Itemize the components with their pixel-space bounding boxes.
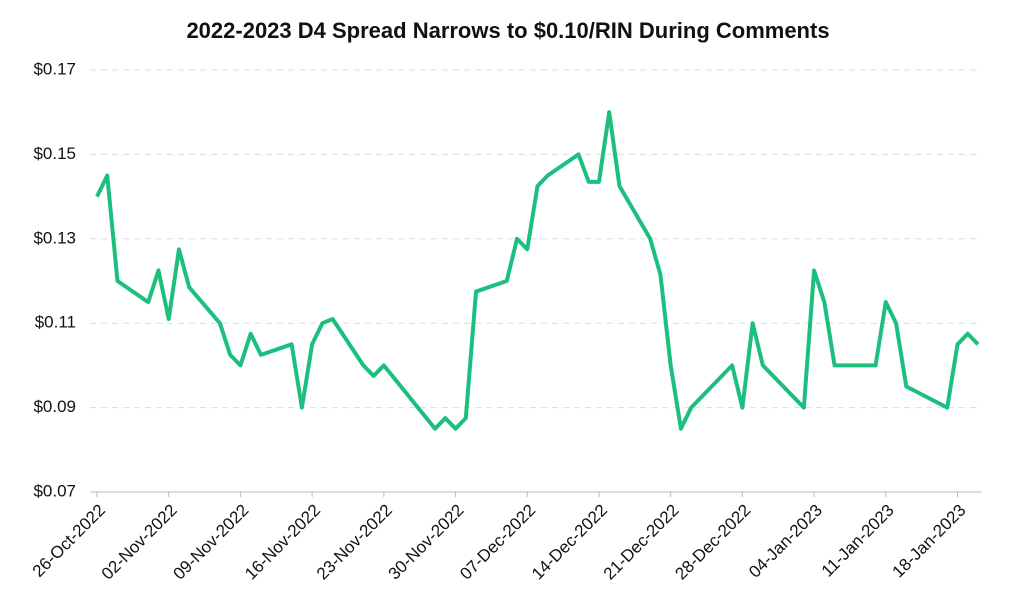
x-tick-label: 02-Nov-2022 [98, 501, 181, 584]
y-tick-label: $0.15 [33, 144, 76, 163]
y-tick-label: $0.07 [33, 481, 76, 500]
x-tick-label: 09-Nov-2022 [169, 501, 252, 584]
x-tick-label: 18-Jan-2023 [889, 501, 970, 582]
data-line [95, 110, 980, 431]
y-tick-label: $0.17 [33, 59, 76, 78]
y-tick-label: $0.13 [33, 228, 76, 247]
x-tick-label: 21-Dec-2022 [600, 501, 683, 584]
x-tick-label: 30-Nov-2022 [385, 501, 468, 584]
x-tick-label: 07-Dec-2022 [456, 501, 539, 584]
x-tick-label: 23-Nov-2022 [313, 501, 396, 584]
x-tick-label: 04-Jan-2023 [745, 501, 826, 582]
y-tick-label: $0.09 [33, 397, 76, 416]
x-tick-label: 11-Jan-2023 [818, 501, 898, 581]
x-tick-label: 26-Oct-2022 [29, 501, 109, 581]
chart-title: 2022-2023 D4 Spread Narrows to $0.10/RIN… [186, 18, 829, 43]
x-tick-label: 14-Dec-2022 [528, 501, 611, 584]
y-tick-label: $0.11 [35, 313, 76, 332]
x-tick-label: 28-Dec-2022 [671, 501, 754, 584]
x-tick-label: 16-Nov-2022 [241, 501, 324, 584]
